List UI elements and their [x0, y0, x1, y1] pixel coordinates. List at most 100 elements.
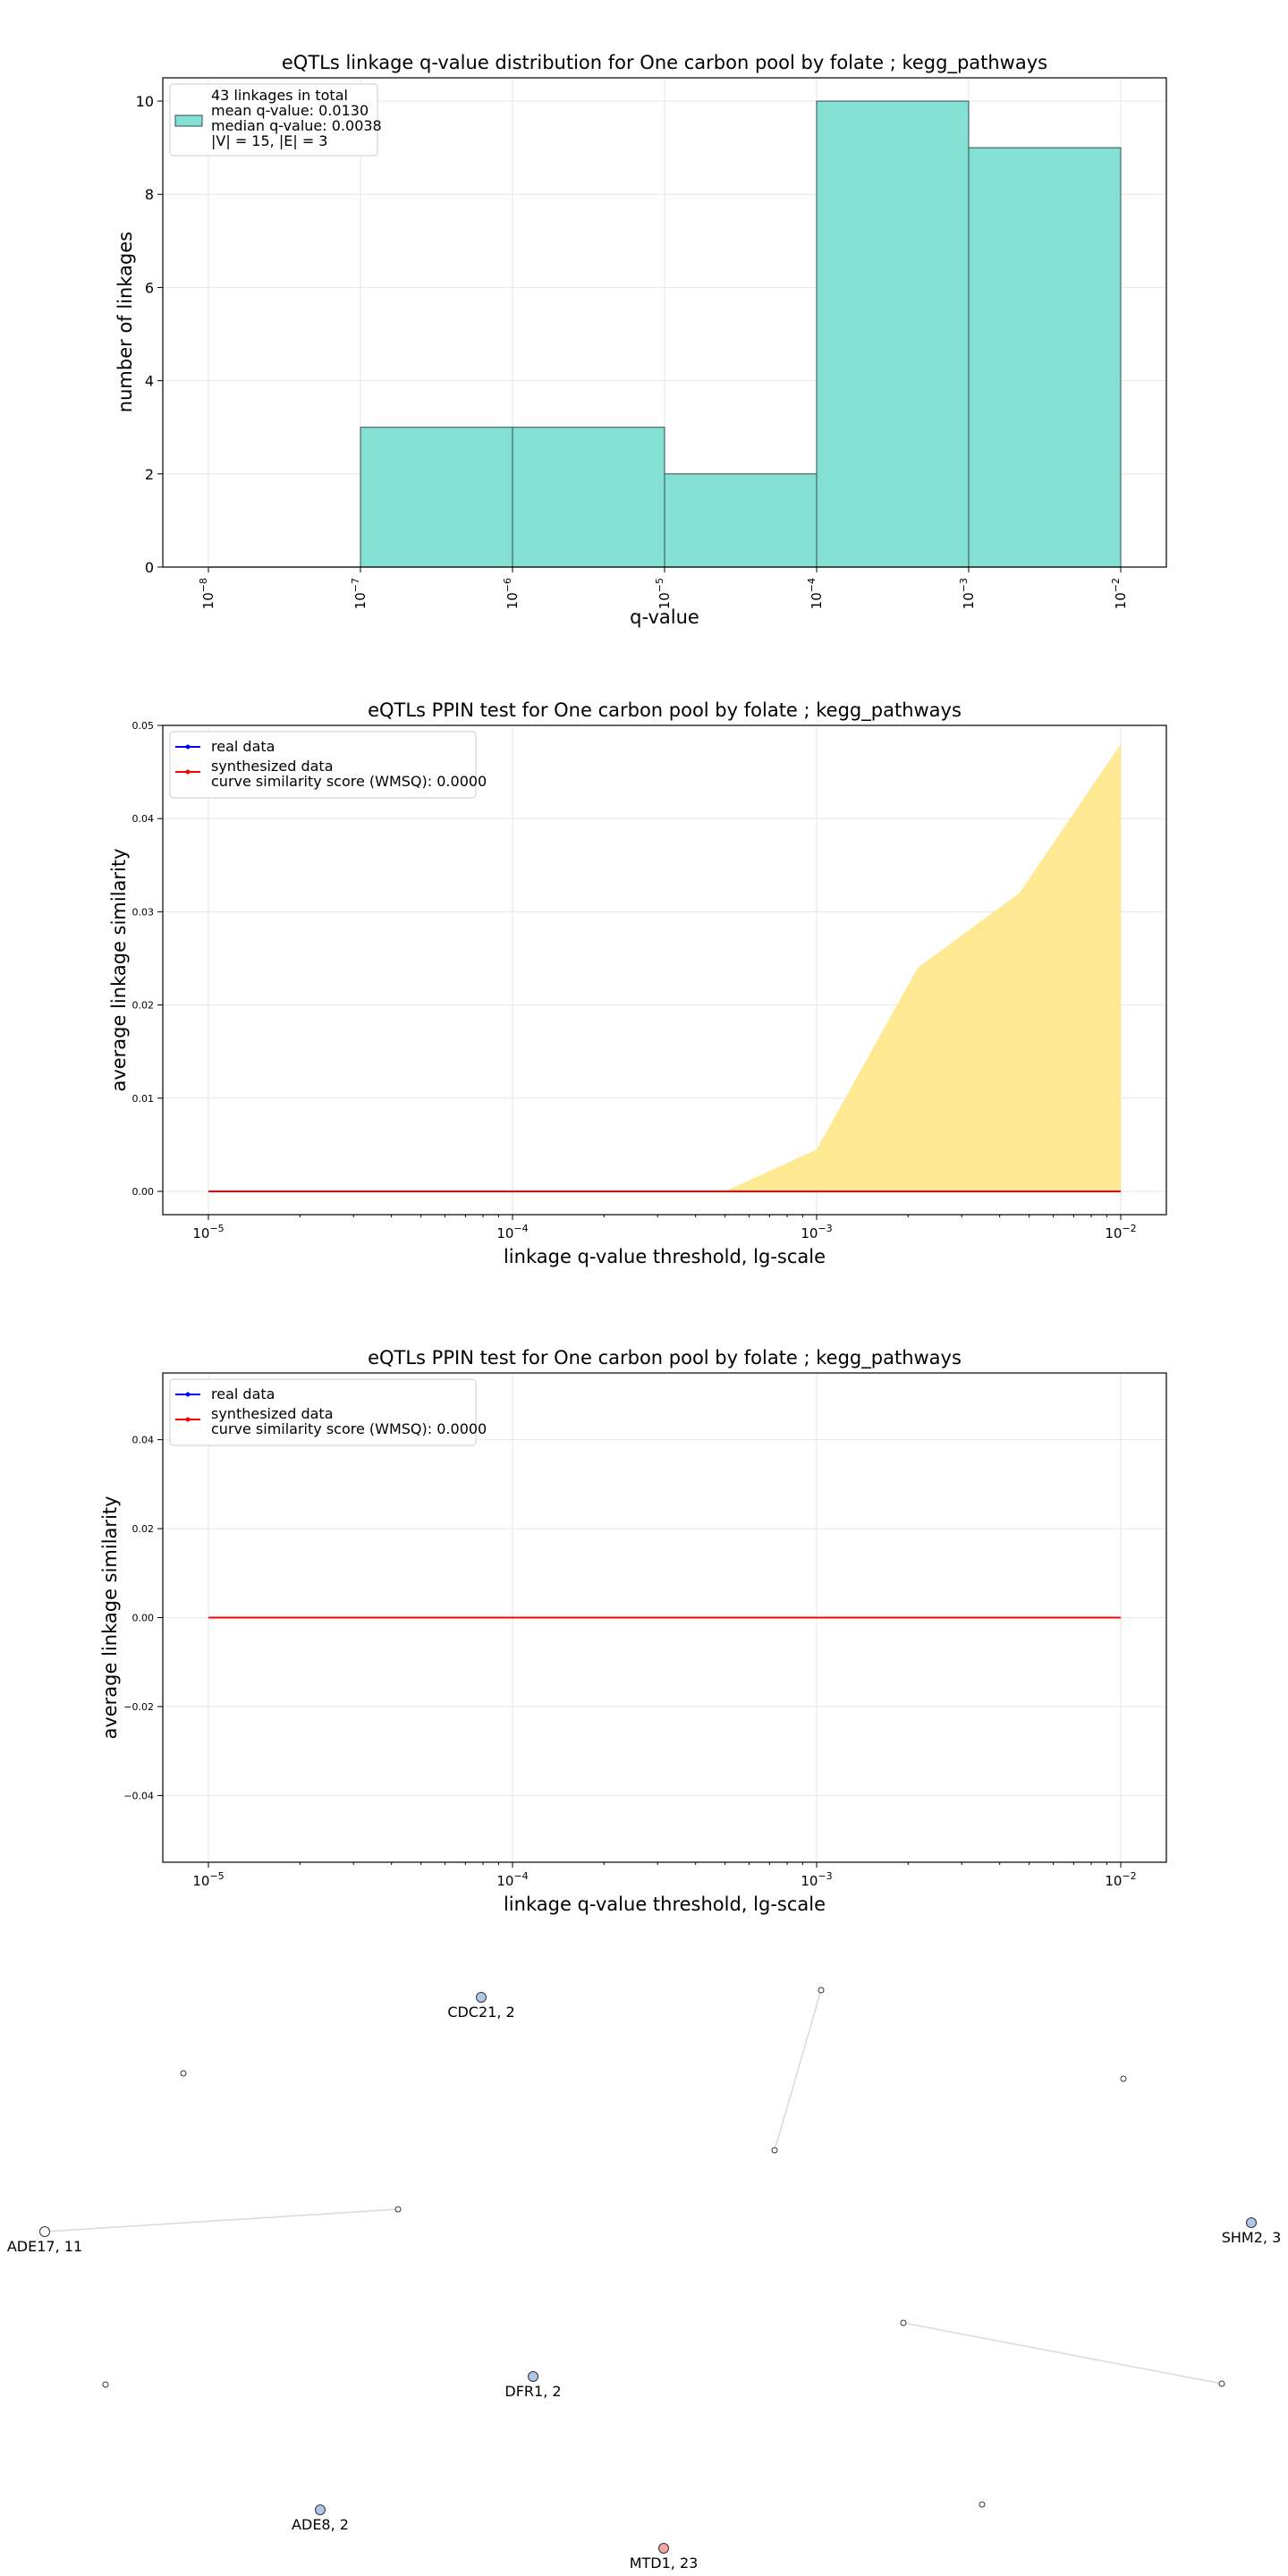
x-tick-label: 10−7: [350, 578, 369, 609]
legend-entry: 43 linkages in total: [211, 87, 348, 104]
y-axis-label: average linkage similarity: [108, 848, 130, 1091]
network-graph: CDC21, 2 SHM2, 3 ADE17, 11 DFR1, 2 ADE8, 2 MT…: [7, 1987, 1281, 2572]
network-node-dfr1: [528, 2371, 538, 2382]
x-tick-label-text: 10−8: [198, 578, 216, 609]
y-tick-label: 0.02: [132, 1000, 155, 1012]
x-tick-label-text: 10−3: [958, 578, 977, 609]
legend-entry: curve similarity score (WMSQ): 0.0000: [211, 773, 487, 790]
x-tick-label: 10−3: [958, 578, 977, 609]
x-tick-label: 10−3: [801, 1870, 832, 1889]
network-node-label: MTD1, 23: [630, 2555, 699, 2572]
x-tick-label: 10−6: [502, 578, 521, 609]
x-tick-label: 10−4: [496, 1870, 528, 1889]
x-tick-label-text: 10−2: [1110, 578, 1129, 609]
y-tick-label: 2: [145, 466, 154, 483]
chart-title: eQTLs linkage q-value distribution for O…: [282, 52, 1047, 74]
x-tick-label: 10−4: [496, 1223, 528, 1241]
plot-frame: [162, 724, 1167, 1216]
network-node-n4: [394, 2206, 402, 2213]
histogram-chart: eQTLs linkage q-value distribution for O…: [114, 52, 1167, 628]
y-tick-label: 0.04: [132, 813, 155, 825]
x-tick-label: 10−8: [198, 578, 216, 609]
legend-entry: real data: [211, 738, 275, 755]
network-node-n6: [900, 2319, 907, 2326]
network-node-label: SHM2, 3: [1222, 2229, 1282, 2246]
histogram-bar-2: [512, 427, 665, 568]
legend-entry: synthesized data: [211, 1405, 334, 1422]
histogram-bar-5: [968, 147, 1122, 568]
network-node-mtd1: [658, 2543, 669, 2554]
line-chart-1: eQTLs PPIN test for One carbon pool by f…: [108, 699, 1167, 1267]
network-node-ade8: [315, 2504, 326, 2515]
network-node-label: CDC21, 2: [447, 2004, 514, 2021]
network-node-cdc21: [476, 1992, 487, 2003]
y-tick-label: 0: [145, 559, 154, 576]
x-tick-label-text: 10−4: [496, 1870, 528, 1889]
x-tick-label-text: 10−4: [806, 578, 825, 609]
network-node-n8: [102, 2381, 109, 2388]
network-node-n1: [818, 1987, 825, 1994]
x-tick-label: 10−5: [654, 578, 673, 609]
y-tick-label: 0.00: [132, 1613, 155, 1624]
x-tick-label: 10−2: [1110, 578, 1129, 609]
x-tick-label-text: 10−3: [801, 1870, 832, 1889]
legend-entry: real data: [211, 1385, 275, 1402]
x-tick-label: 10−2: [1105, 1870, 1136, 1889]
x-tick-label-text: 10−5: [192, 1870, 224, 1889]
x-tick-label-text: 10−2: [1105, 1223, 1136, 1241]
y-tick-label: −0.02: [123, 1701, 154, 1713]
network-node-label: ADE8, 2: [292, 2516, 349, 2533]
network-node-n9: [979, 2501, 986, 2508]
y-tick-label: 8: [145, 186, 154, 203]
legend-entry: synthesized data: [211, 758, 334, 775]
y-tick-label: 0.03: [132, 906, 155, 918]
x-tick-label-text: 10−3: [801, 1223, 832, 1241]
histogram-bar-4: [816, 100, 970, 568]
x-tick-label-text: 10−2: [1105, 1870, 1136, 1889]
network-node-shm2: [1246, 2217, 1257, 2228]
x-tick-label: 10−4: [806, 578, 825, 609]
x-axis-label: linkage q-value threshold, lg-scale: [504, 1894, 826, 1915]
x-tick-label-text: 10−6: [502, 578, 521, 609]
legend-box: [169, 731, 477, 799]
network-node-ade17: [39, 2226, 50, 2237]
network-edge-1: [44, 2208, 399, 2233]
network-node-label: ADE17, 11: [7, 2238, 82, 2255]
x-tick-label-text: 10−7: [350, 578, 369, 609]
legend-box: [169, 1378, 477, 1446]
y-tick-label: 0.00: [132, 1186, 155, 1198]
y-tick-label: 0.05: [132, 720, 155, 732]
chart-title: eQTLs PPIN test for One carbon pool by f…: [368, 1347, 962, 1369]
legend-marker-real: [185, 744, 191, 750]
network-node-n2: [180, 2070, 187, 2077]
y-tick-label: −0.04: [123, 1790, 154, 1801]
network-edge-2: [902, 2322, 1223, 2385]
network-edge-0: [774, 1989, 822, 2151]
legend-entry: median q-value: 0.0038: [211, 117, 382, 134]
legend-marker-real: [185, 1392, 191, 1397]
y-tick-label: 0.02: [132, 1523, 155, 1535]
x-tick-label: 10−3: [801, 1223, 832, 1241]
line-chart-2: eQTLs PPIN test for One carbon pool by f…: [99, 1347, 1167, 1915]
legend-swatch: [174, 114, 203, 127]
uncertainty-area: [208, 743, 1121, 1191]
x-tick-label-text: 10−5: [192, 1223, 224, 1241]
y-tick-label: 6: [145, 279, 154, 296]
y-axis-label: number of linkages: [114, 232, 136, 412]
x-tick-label: 10−2: [1105, 1223, 1136, 1241]
y-axis-label: average linkage similarity: [99, 1496, 121, 1739]
y-tick-label: 0.01: [132, 1093, 155, 1105]
x-axis-label: linkage q-value threshold, lg-scale: [504, 1246, 826, 1267]
y-tick-label: 10: [136, 93, 154, 110]
histogram-bar-1: [360, 427, 513, 568]
legend-entry: curve similarity score (WMSQ): 0.0000: [211, 1420, 487, 1437]
x-axis-label: q-value: [630, 606, 699, 628]
network-node-n7: [1218, 2380, 1225, 2387]
legend-entry: mean q-value: 0.0130: [211, 102, 369, 119]
x-tick-label: 10−5: [192, 1223, 224, 1241]
legend-box: [169, 83, 378, 157]
